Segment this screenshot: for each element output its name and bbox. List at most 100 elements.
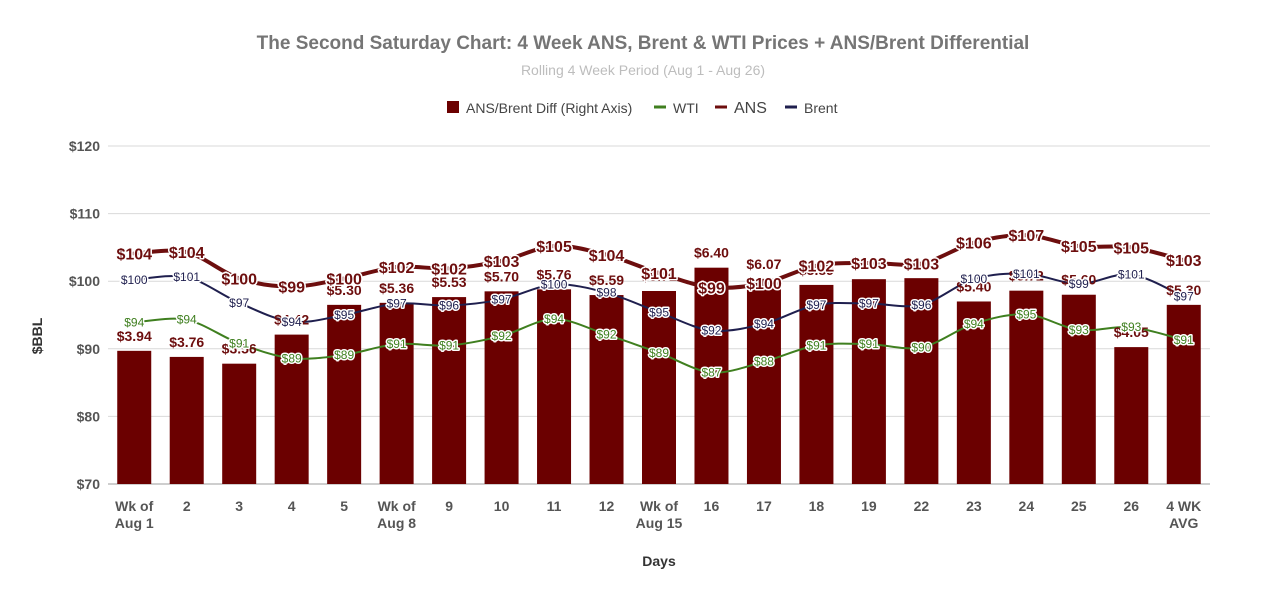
ans-point-label: $103 — [1166, 253, 1202, 270]
x-tick-label: 5 — [340, 498, 348, 514]
x-tick-label: 18 — [809, 498, 825, 514]
legend-item: ANS/Brent Diff (Right Axis) — [447, 100, 632, 116]
wti-point-label: $91 — [859, 337, 879, 351]
diff-bar-label: $5.30 — [327, 282, 362, 298]
chart-title: The Second Saturday Chart: 4 Week ANS, B… — [257, 33, 1030, 54]
diff-bar — [642, 291, 676, 484]
diff-bar — [956, 301, 991, 484]
diff-bar-label: $3.56 — [222, 341, 257, 357]
x-tick-label: 16 — [704, 498, 720, 514]
diff-bar — [1114, 347, 1149, 484]
ans-point-label: $103 — [904, 257, 940, 274]
diff-bar-label: $3.94 — [117, 328, 152, 344]
legend-label: ANS/Brent Diff (Right Axis) — [466, 100, 632, 116]
diff-bar — [169, 356, 204, 484]
x-tick-label: Aug 8 — [377, 515, 416, 531]
data-labels-layer: $3.94 $3.76 $3.56 $4.42 $5.30 $5.36 $5.53 $5.70… — [115, 227, 1203, 381]
diff-bar — [379, 302, 414, 484]
brent-point-label: $100 — [121, 273, 148, 287]
ans-point-label: $100 — [746, 276, 782, 293]
brent-point-label: $95 — [649, 305, 669, 319]
x-tick-label: Wk of — [378, 498, 416, 514]
ans-point-label: $99 — [698, 280, 725, 297]
legend-item: ANS — [715, 100, 767, 117]
x-tick-label: AVG — [1169, 515, 1198, 531]
wti-point-label: $94 — [177, 313, 197, 327]
legend-item: Brent — [785, 100, 838, 116]
ans-point-label: $105 — [1113, 240, 1149, 257]
x-tick-label: 19 — [861, 498, 877, 514]
x-tick-label: 2 — [183, 498, 191, 514]
ans-line — [132, 233, 1186, 290]
legend-item: WTI — [654, 100, 699, 116]
wti-point-label: $95 — [1016, 307, 1036, 321]
y-tick-label: $80 — [77, 408, 101, 424]
brent-point-label: $97 — [229, 296, 249, 310]
ans-point-label: $102 — [379, 260, 415, 277]
diff-bar-label: $5.40 — [956, 278, 991, 294]
brent-point-label: $100 — [541, 278, 568, 292]
diff-bar — [799, 284, 834, 484]
wti-point-label: $94 — [124, 315, 144, 329]
x-tick-label: 26 — [1123, 498, 1139, 514]
wti-point-label: $91 — [387, 337, 407, 351]
diff-bar — [904, 278, 939, 484]
wti-point-label: $91 — [439, 338, 459, 352]
x-tick-label: 25 — [1071, 498, 1087, 514]
ans-point-label: $102 — [799, 259, 835, 276]
diff-bar-label: $5.53 — [432, 274, 467, 290]
x-tick-label: 10 — [494, 498, 510, 514]
brent-point-label: $101 — [1118, 267, 1145, 281]
wti-point-label: $89 — [334, 348, 354, 362]
legend-swatch — [447, 101, 459, 113]
x-tick-label: 9 — [445, 498, 453, 514]
wti-point-label: $87 — [701, 365, 721, 379]
diff-bar-label: $4.05 — [1114, 324, 1149, 340]
wti-point-label: $92 — [597, 328, 617, 342]
diff-bar — [746, 278, 781, 484]
diff-bar — [1009, 290, 1044, 484]
wti-point-label: $92 — [492, 329, 512, 343]
x-tick-label: Aug 15 — [636, 515, 683, 531]
ans-point-label: $104 — [589, 248, 625, 265]
wti-point-label: $88 — [754, 355, 774, 369]
x-tick-label: 17 — [756, 498, 772, 514]
brent-point-label: $92 — [701, 324, 721, 338]
ans-point-label: $105 — [536, 239, 572, 256]
x-tick-label: 4 WK — [1166, 498, 1201, 514]
wti-point-label: $89 — [649, 346, 669, 360]
diff-bar-label: $3.76 — [169, 334, 204, 350]
diff-bar-label: $5.60 — [1061, 272, 1096, 288]
ans-point-label: $104 — [169, 245, 205, 262]
x-tick-label: 11 — [547, 498, 562, 514]
x-tick-label: 4 — [288, 498, 296, 514]
wti-point-label: $94 — [964, 317, 984, 331]
bars-layer — [117, 267, 1201, 484]
diff-bar — [432, 297, 467, 484]
ans-point-label: $103 — [484, 254, 520, 271]
diff-bar-label: $5.72 — [1009, 268, 1044, 284]
brent-point-label: $96 — [911, 298, 931, 312]
wti-point-label: $93 — [1121, 320, 1141, 334]
diff-bar — [117, 350, 152, 484]
brent-point-label: $101 — [173, 270, 200, 284]
ans-point-label: $102 — [431, 261, 467, 278]
ans-point-label: $101 — [641, 266, 677, 283]
wti-point-label: $90 — [911, 340, 931, 354]
brent-point-label: $94 — [282, 315, 302, 329]
ans-point-label: $107 — [1009, 228, 1045, 245]
brent-point-label: $94 — [754, 317, 774, 331]
x-tick-label: 12 — [599, 498, 615, 514]
brent-point-label: $96 — [439, 299, 459, 313]
brent-point-label: $97 — [859, 297, 879, 311]
chart-legend: ANS/Brent Diff (Right Axis) WTI ANS Brent — [447, 100, 838, 117]
ans-point-label: $105 — [1061, 239, 1097, 256]
brent-point-label: $99 — [1069, 277, 1089, 291]
chart-subtitle: Rolling 4 Week Period (Aug 1 - Aug 26) — [521, 62, 765, 78]
legend-label: ANS — [734, 100, 767, 117]
diff-bar-label: $5.36 — [379, 280, 414, 296]
y-tick-label: $90 — [77, 341, 101, 357]
wti-point-label: $91 — [1174, 333, 1194, 347]
